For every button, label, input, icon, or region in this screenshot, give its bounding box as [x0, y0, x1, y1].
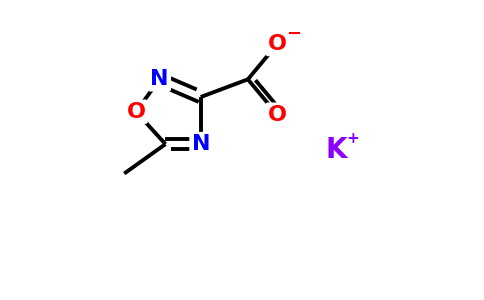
- Text: O: O: [126, 102, 146, 122]
- Text: N: N: [192, 134, 210, 154]
- Text: K: K: [325, 136, 347, 164]
- Text: +: +: [346, 131, 359, 146]
- Text: O: O: [268, 105, 287, 125]
- Text: −: −: [286, 25, 301, 43]
- Text: O: O: [268, 34, 287, 54]
- Text: N: N: [151, 69, 169, 89]
